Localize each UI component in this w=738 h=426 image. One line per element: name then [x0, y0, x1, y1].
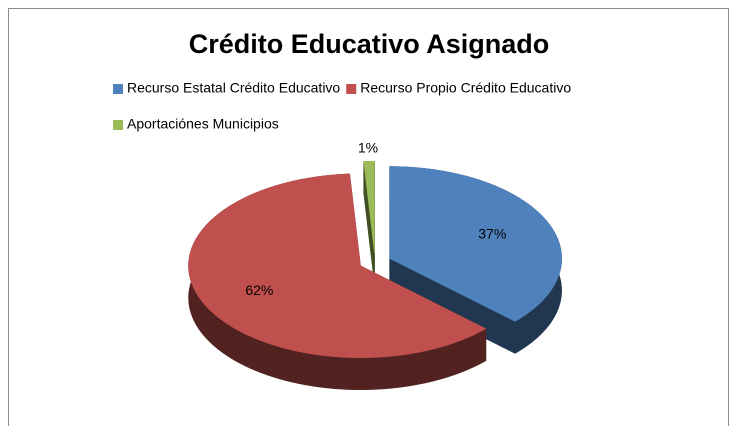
data-label: 1%: [358, 140, 378, 156]
slice-top: [389, 166, 562, 322]
chart-title: Crédito Educativo Asignado: [189, 29, 550, 59]
slice-top: [188, 173, 487, 358]
data-label: 37%: [478, 225, 506, 241]
pie-tops: [188, 160, 562, 358]
legend-item: Recurso Estatal Crédito Educativo: [113, 80, 340, 96]
legend-label: Recurso Estatal Crédito Educativo: [127, 80, 340, 96]
legend-label: Recurso Propio Crédito Educativo: [360, 80, 571, 96]
legend-swatch: [346, 84, 357, 94]
legend-item: Aportaciónes Municipios: [113, 116, 279, 132]
legend-swatch: [113, 120, 123, 130]
data-label: 62%: [245, 282, 273, 298]
legend-item: Recurso Propio Crédito Educativo: [346, 80, 571, 96]
legend-label: Aportaciónes Municipios: [127, 116, 279, 132]
legend-swatch: [113, 84, 123, 94]
slice-top: [363, 160, 375, 254]
